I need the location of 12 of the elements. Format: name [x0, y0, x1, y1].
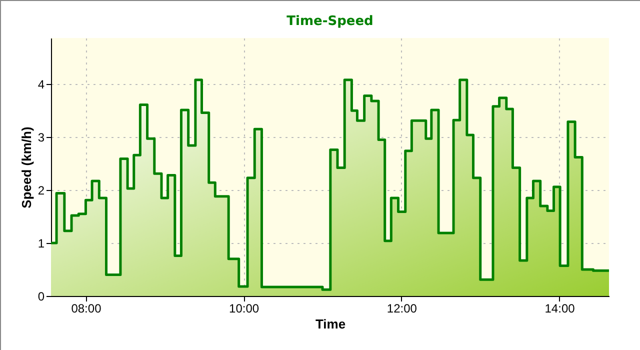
- y-tick-label: 1: [38, 236, 45, 251]
- y-tick-label: 3: [38, 130, 45, 145]
- y-tick-label: 4: [38, 78, 45, 92]
- x-tick-label: 08:00: [71, 302, 102, 316]
- x-tick-label: 10:00: [229, 302, 260, 316]
- x-tick-label: 12:00: [386, 302, 418, 316]
- y-tick-label: 0: [38, 290, 45, 304]
- x-tick-label: 14:00: [544, 302, 576, 316]
- x-axis-title: Time: [315, 316, 346, 332]
- y-tick-label: 2: [38, 184, 45, 198]
- y-axis-title: Speed (km/h): [18, 126, 34, 208]
- chart-title: Time-Speed: [286, 14, 374, 29]
